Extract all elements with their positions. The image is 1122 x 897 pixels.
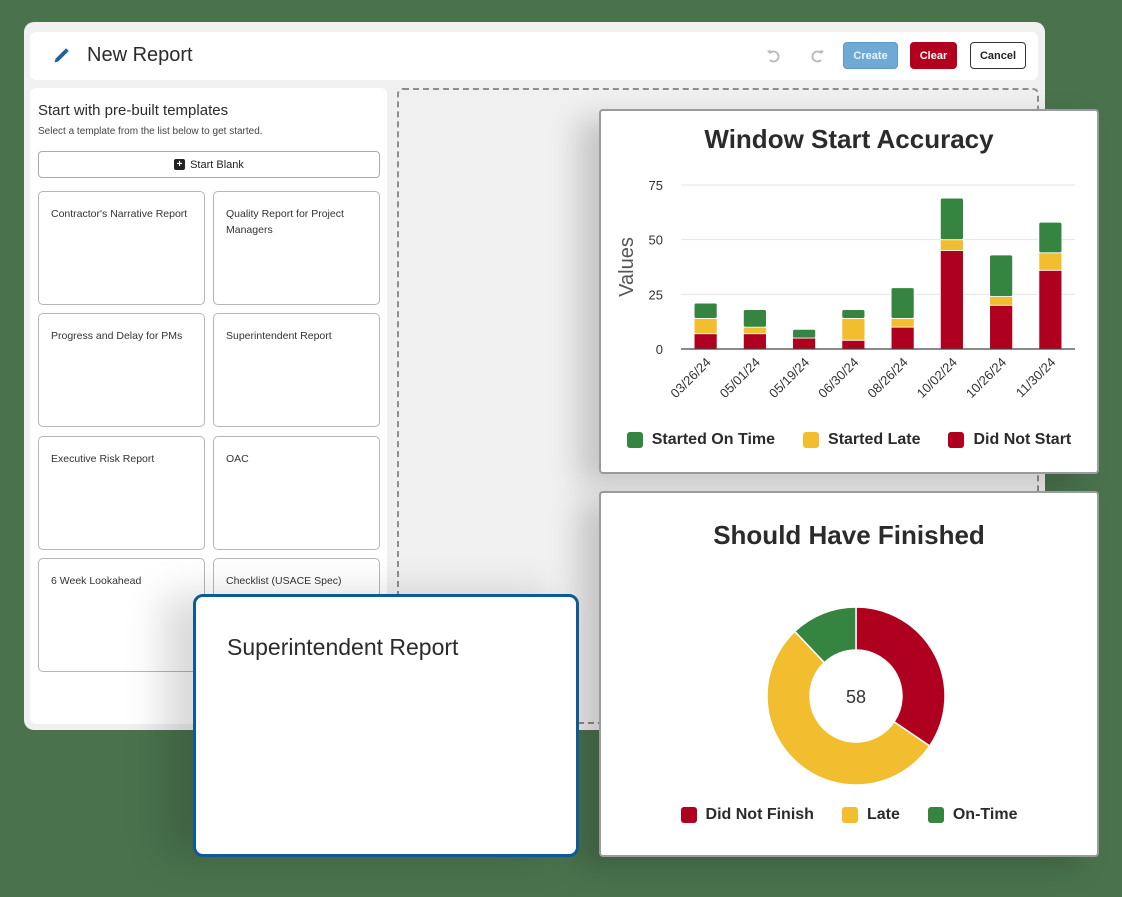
donut-plot: 58 [766, 606, 946, 786]
legend-item-on-time[interactable]: On-Time [927, 806, 1018, 824]
legend-item-started-on-time[interactable]: Started On Time [626, 431, 776, 449]
svg-text:50: 50 [649, 233, 663, 248]
svg-text:08/26/24: 08/26/24 [864, 355, 910, 401]
swatch-red [680, 807, 697, 823]
legend-item-started-late[interactable]: Started Late [803, 431, 920, 449]
legend-label: Did Not Finish [705, 806, 814, 823]
svg-text:11/30/24: 11/30/24 [1013, 355, 1059, 401]
chart-title: Window Start Accuracy [704, 124, 994, 154]
clear-button[interactable]: Clear [910, 42, 957, 69]
legend-item-did-not-finish[interactable]: Did Not Finish [680, 806, 814, 824]
templates-panel: Start with pre-built templates Select a … [30, 88, 387, 724]
page-title: New Report [87, 44, 193, 66]
start-blank-button[interactable]: + Start Blank [38, 151, 380, 178]
template-card[interactable]: Quality Report for Project Managers [213, 191, 380, 305]
template-preview-card[interactable]: Superintendent Report [193, 594, 579, 857]
swatch-yellow [803, 432, 820, 448]
swatch-green [927, 807, 944, 823]
pencil-icon[interactable] [50, 45, 72, 67]
svg-text:05/19/24: 05/19/24 [766, 355, 812, 401]
svg-text:06/30/24: 06/30/24 [815, 355, 861, 401]
undo-icon[interactable] [764, 46, 784, 66]
create-button[interactable]: Create [843, 42, 898, 69]
redo-icon[interactable] [807, 46, 827, 66]
svg-text:Values: Values [616, 237, 638, 297]
svg-text:0: 0 [656, 342, 663, 357]
swatch-green [626, 432, 643, 448]
stacked-bar-plot: 0 25 50 75 Values 03/26/24 05/01/24 05/19/24 06/… [616, 178, 1075, 401]
template-card[interactable]: OAC [213, 436, 380, 550]
header-bar: New Report Create Clear Cancel [30, 32, 1038, 80]
svg-text:58: 58 [846, 687, 866, 707]
swatch-red [948, 432, 965, 448]
swatch-yellow [841, 807, 858, 823]
svg-text:05/01/24: 05/01/24 [717, 355, 763, 401]
plus-icon: + [174, 159, 186, 170]
legend-label: Started On Time [651, 431, 776, 448]
legend-item-did-not-start[interactable]: Did Not Start [948, 431, 1071, 449]
chart-legend: Started On Time Started Late Did Not Sta… [601, 431, 1097, 449]
preview-card-title: Superintendent Report [227, 634, 459, 660]
cancel-button[interactable]: Cancel [970, 42, 1026, 69]
legend-label: On-Time [952, 806, 1018, 823]
start-blank-label: Start Blank [190, 158, 244, 171]
legend-item-late[interactable]: Late [841, 806, 900, 824]
chart-title: Should Have Finished [713, 520, 985, 550]
template-card[interactable]: Progress and Delay for PMs [38, 313, 205, 427]
svg-text:10/02/24: 10/02/24 [914, 355, 960, 401]
window-start-accuracy-chart[interactable]: Window Start Accuracy 0 25 50 75 Values 03/26… [599, 109, 1099, 474]
should-have-finished-chart[interactable]: Should Have Finished 58 Did Not Finish L… [599, 491, 1099, 857]
chart-legend: Did Not Finish Late On-Time [601, 806, 1097, 824]
templates-title: Start with pre-built templates [38, 102, 229, 119]
template-card[interactable]: Superintendent Report [213, 313, 380, 427]
svg-text:10/26/24: 10/26/24 [963, 355, 1009, 401]
svg-text:03/26/24: 03/26/24 [667, 355, 713, 401]
templates-subtitle: Select a template from the list below to… [38, 126, 263, 137]
svg-text:75: 75 [649, 178, 663, 193]
svg-text:25: 25 [649, 287, 663, 302]
template-card[interactable]: 6 Week Lookahead [38, 558, 205, 672]
template-card[interactable]: Contractor's Narrative Report [38, 191, 205, 305]
legend-label: Did Not Start [973, 431, 1072, 448]
legend-label: Started Late [828, 431, 921, 448]
template-card[interactable]: Executive Risk Report [38, 436, 205, 550]
legend-label: Late [866, 806, 900, 823]
